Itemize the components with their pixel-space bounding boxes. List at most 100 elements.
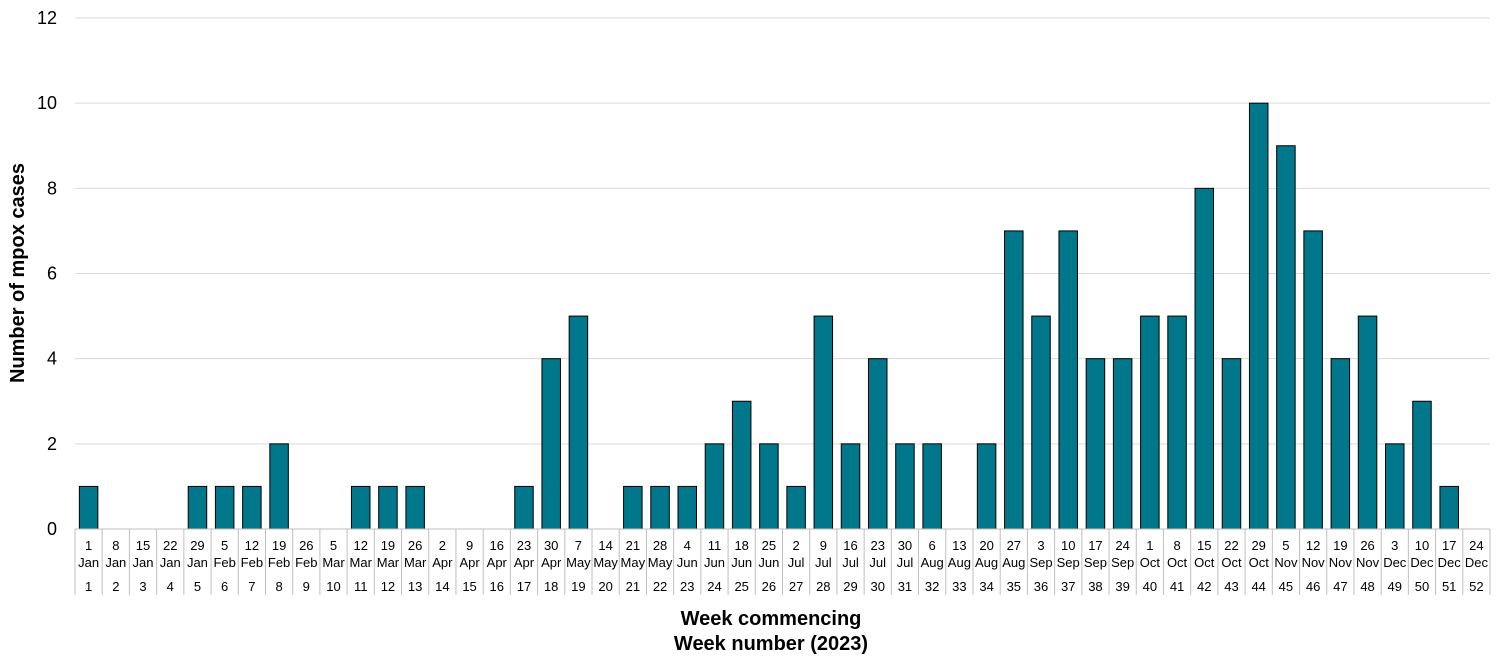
x-tick-day: 18 [734, 538, 748, 553]
x-tick-week: 20 [598, 579, 612, 594]
x-tick-day: 24 [1469, 538, 1483, 553]
bar [922, 443, 942, 530]
x-tick-month: Aug [975, 555, 998, 570]
x-tick-day: 16 [843, 538, 857, 553]
x-tick-day: 29 [1251, 538, 1265, 553]
x-tick-day: 4 [684, 538, 691, 553]
bar [1058, 230, 1078, 530]
x-tick-month: Jun [704, 555, 725, 570]
x-tick-month: Feb [295, 555, 317, 570]
x-tick-day: 22 [163, 538, 177, 553]
x-tick-day: 8 [1173, 538, 1180, 553]
x-tick-month: Dec [1410, 555, 1434, 570]
x-tick-week: 15 [462, 579, 476, 594]
x-tick-month: Oct [1194, 555, 1215, 570]
x-tick-month: Apr [459, 555, 480, 570]
bar [187, 485, 208, 530]
x-tick-month: Jan [160, 555, 181, 570]
x-tick-month: Mar [350, 555, 373, 570]
x-tick-month: Aug [948, 555, 971, 570]
bar [1439, 485, 1459, 530]
bar [867, 358, 888, 530]
x-tick-month: Apr [514, 555, 535, 570]
x-tick-month: Nov [1329, 555, 1353, 570]
x-tick-day: 6 [929, 538, 936, 553]
bar [541, 358, 561, 530]
y-axis-tick-labels: 0 2 4 6 8 10 12 [37, 8, 57, 539]
x-tick-week: 27 [789, 579, 803, 594]
x-tick-day: 23 [517, 538, 531, 553]
x-tick-month: Mar [377, 555, 400, 570]
bar [813, 315, 834, 530]
x-tick-month: Jan [187, 555, 208, 570]
x-tick-day: 12 [353, 538, 367, 553]
x-tick-week: 2 [112, 579, 119, 594]
x-tick-week: 10 [326, 579, 340, 594]
x-tick-day: 20 [979, 538, 993, 553]
x-tick-week: 48 [1360, 579, 1374, 594]
bar [1303, 230, 1323, 530]
bar [731, 400, 752, 530]
y-tick-label: 8 [47, 178, 57, 198]
x-tick-week: 37 [1061, 579, 1075, 594]
bar [378, 485, 398, 530]
x-axis-subtitle: Week number (2023) [674, 633, 868, 655]
x-tick-week: 23 [680, 579, 694, 594]
x-tick-day: 7 [575, 538, 582, 553]
x-tick-week: 18 [544, 579, 558, 594]
x-tick-day: 2 [439, 538, 446, 553]
bar [1167, 315, 1187, 530]
x-tick-day: 10 [1061, 538, 1075, 553]
x-tick-week: 44 [1251, 579, 1265, 594]
x-tick-month: Sep [1029, 555, 1052, 570]
bar [214, 485, 235, 530]
x-tick-week: 12 [381, 579, 395, 594]
x-tick-month: Oct [1249, 555, 1270, 570]
x-tick-week: 50 [1415, 579, 1429, 594]
x-tick-month: May [593, 555, 618, 570]
x-tick-month: Jul [869, 555, 886, 570]
x-tick-week: 47 [1333, 579, 1347, 594]
y-tick-label: 12 [37, 8, 57, 28]
bar [269, 443, 289, 530]
x-tick-month: Feb [213, 555, 235, 570]
bar [759, 443, 779, 530]
x-tick-day: 30 [898, 538, 912, 553]
x-tick-month: Jan [105, 555, 126, 570]
x-tick-day: 19 [272, 538, 286, 553]
x-tick-month: May [566, 555, 591, 570]
x-tick-month: Aug [921, 555, 944, 570]
x-tick-week: 13 [408, 579, 422, 594]
x-tick-day: 25 [762, 538, 776, 553]
x-tick-day: 10 [1415, 538, 1429, 553]
bar [704, 443, 725, 530]
x-tick-week: 26 [762, 579, 776, 594]
x-tick-day: 17 [1442, 538, 1456, 553]
x-tick-week: 16 [490, 579, 504, 594]
x-tick-day: 5 [221, 538, 228, 553]
x-tick-month: Oct [1140, 555, 1161, 570]
x-tick-month: Aug [1002, 555, 1025, 570]
x-tick-week: 35 [1007, 579, 1021, 594]
x-tick-week: 29 [843, 579, 857, 594]
x-tick-week: 22 [653, 579, 667, 594]
x-tick-day: 16 [490, 538, 504, 553]
x-tick-month: May [621, 555, 646, 570]
x-tick-week: 19 [571, 579, 585, 594]
y-tick-label: 0 [47, 519, 57, 539]
x-tick-day: 11 [708, 538, 722, 553]
x-tick-day: 19 [1333, 538, 1347, 553]
x-tick-week: 30 [871, 579, 885, 594]
x-tick-month: Mar [322, 555, 345, 570]
bar [895, 443, 915, 530]
x-tick-month: Feb [241, 555, 263, 570]
bar [786, 485, 806, 530]
x-tick-month: Jun [758, 555, 779, 570]
bar [1221, 358, 1242, 530]
x-tick-day: 15 [136, 538, 150, 553]
x-tick-month: Nov [1274, 555, 1298, 570]
bar [568, 315, 589, 530]
x-tick-day: 26 [1360, 538, 1374, 553]
x-tick-day: 26 [408, 538, 422, 553]
